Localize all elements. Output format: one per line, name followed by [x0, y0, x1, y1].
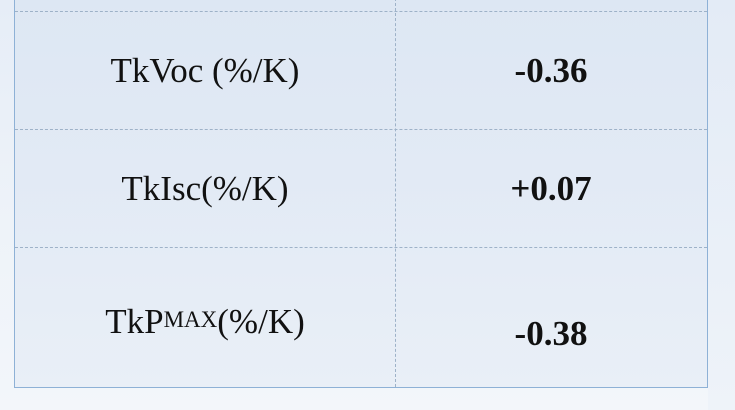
table-row: TkIsc(%/K) +0.07 [15, 130, 707, 248]
row-label-tkvoc: TkVoc (%/K) [110, 50, 300, 90]
row-label-tkpmax: TkP MAX (%/K) [15, 248, 395, 388]
row-value-tkvoc: -0.36 [514, 50, 588, 90]
table-row: TkVoc (%/K) -0.36 [15, 12, 707, 130]
background-strip [708, 0, 735, 410]
temperature-coefficient-table: TkVoc (%/K) -0.36 TkIsc(%/K) +0.07 TkP MA… [14, 0, 708, 388]
table-row-header-remnant [15, 0, 707, 12]
row-value-tkpmax: -0.38 [514, 314, 588, 353]
table-row: TkP MAX (%/K) -0.38 [15, 248, 707, 388]
label-prefix: TkP [105, 302, 164, 341]
column-divider [395, 0, 396, 387]
label-suffix: (%/K) [217, 302, 305, 341]
row-label-tkisc: TkIsc(%/K) [121, 168, 289, 208]
row-value-tkisc: +0.07 [510, 168, 592, 208]
label-subscript: MAX [163, 307, 218, 332]
